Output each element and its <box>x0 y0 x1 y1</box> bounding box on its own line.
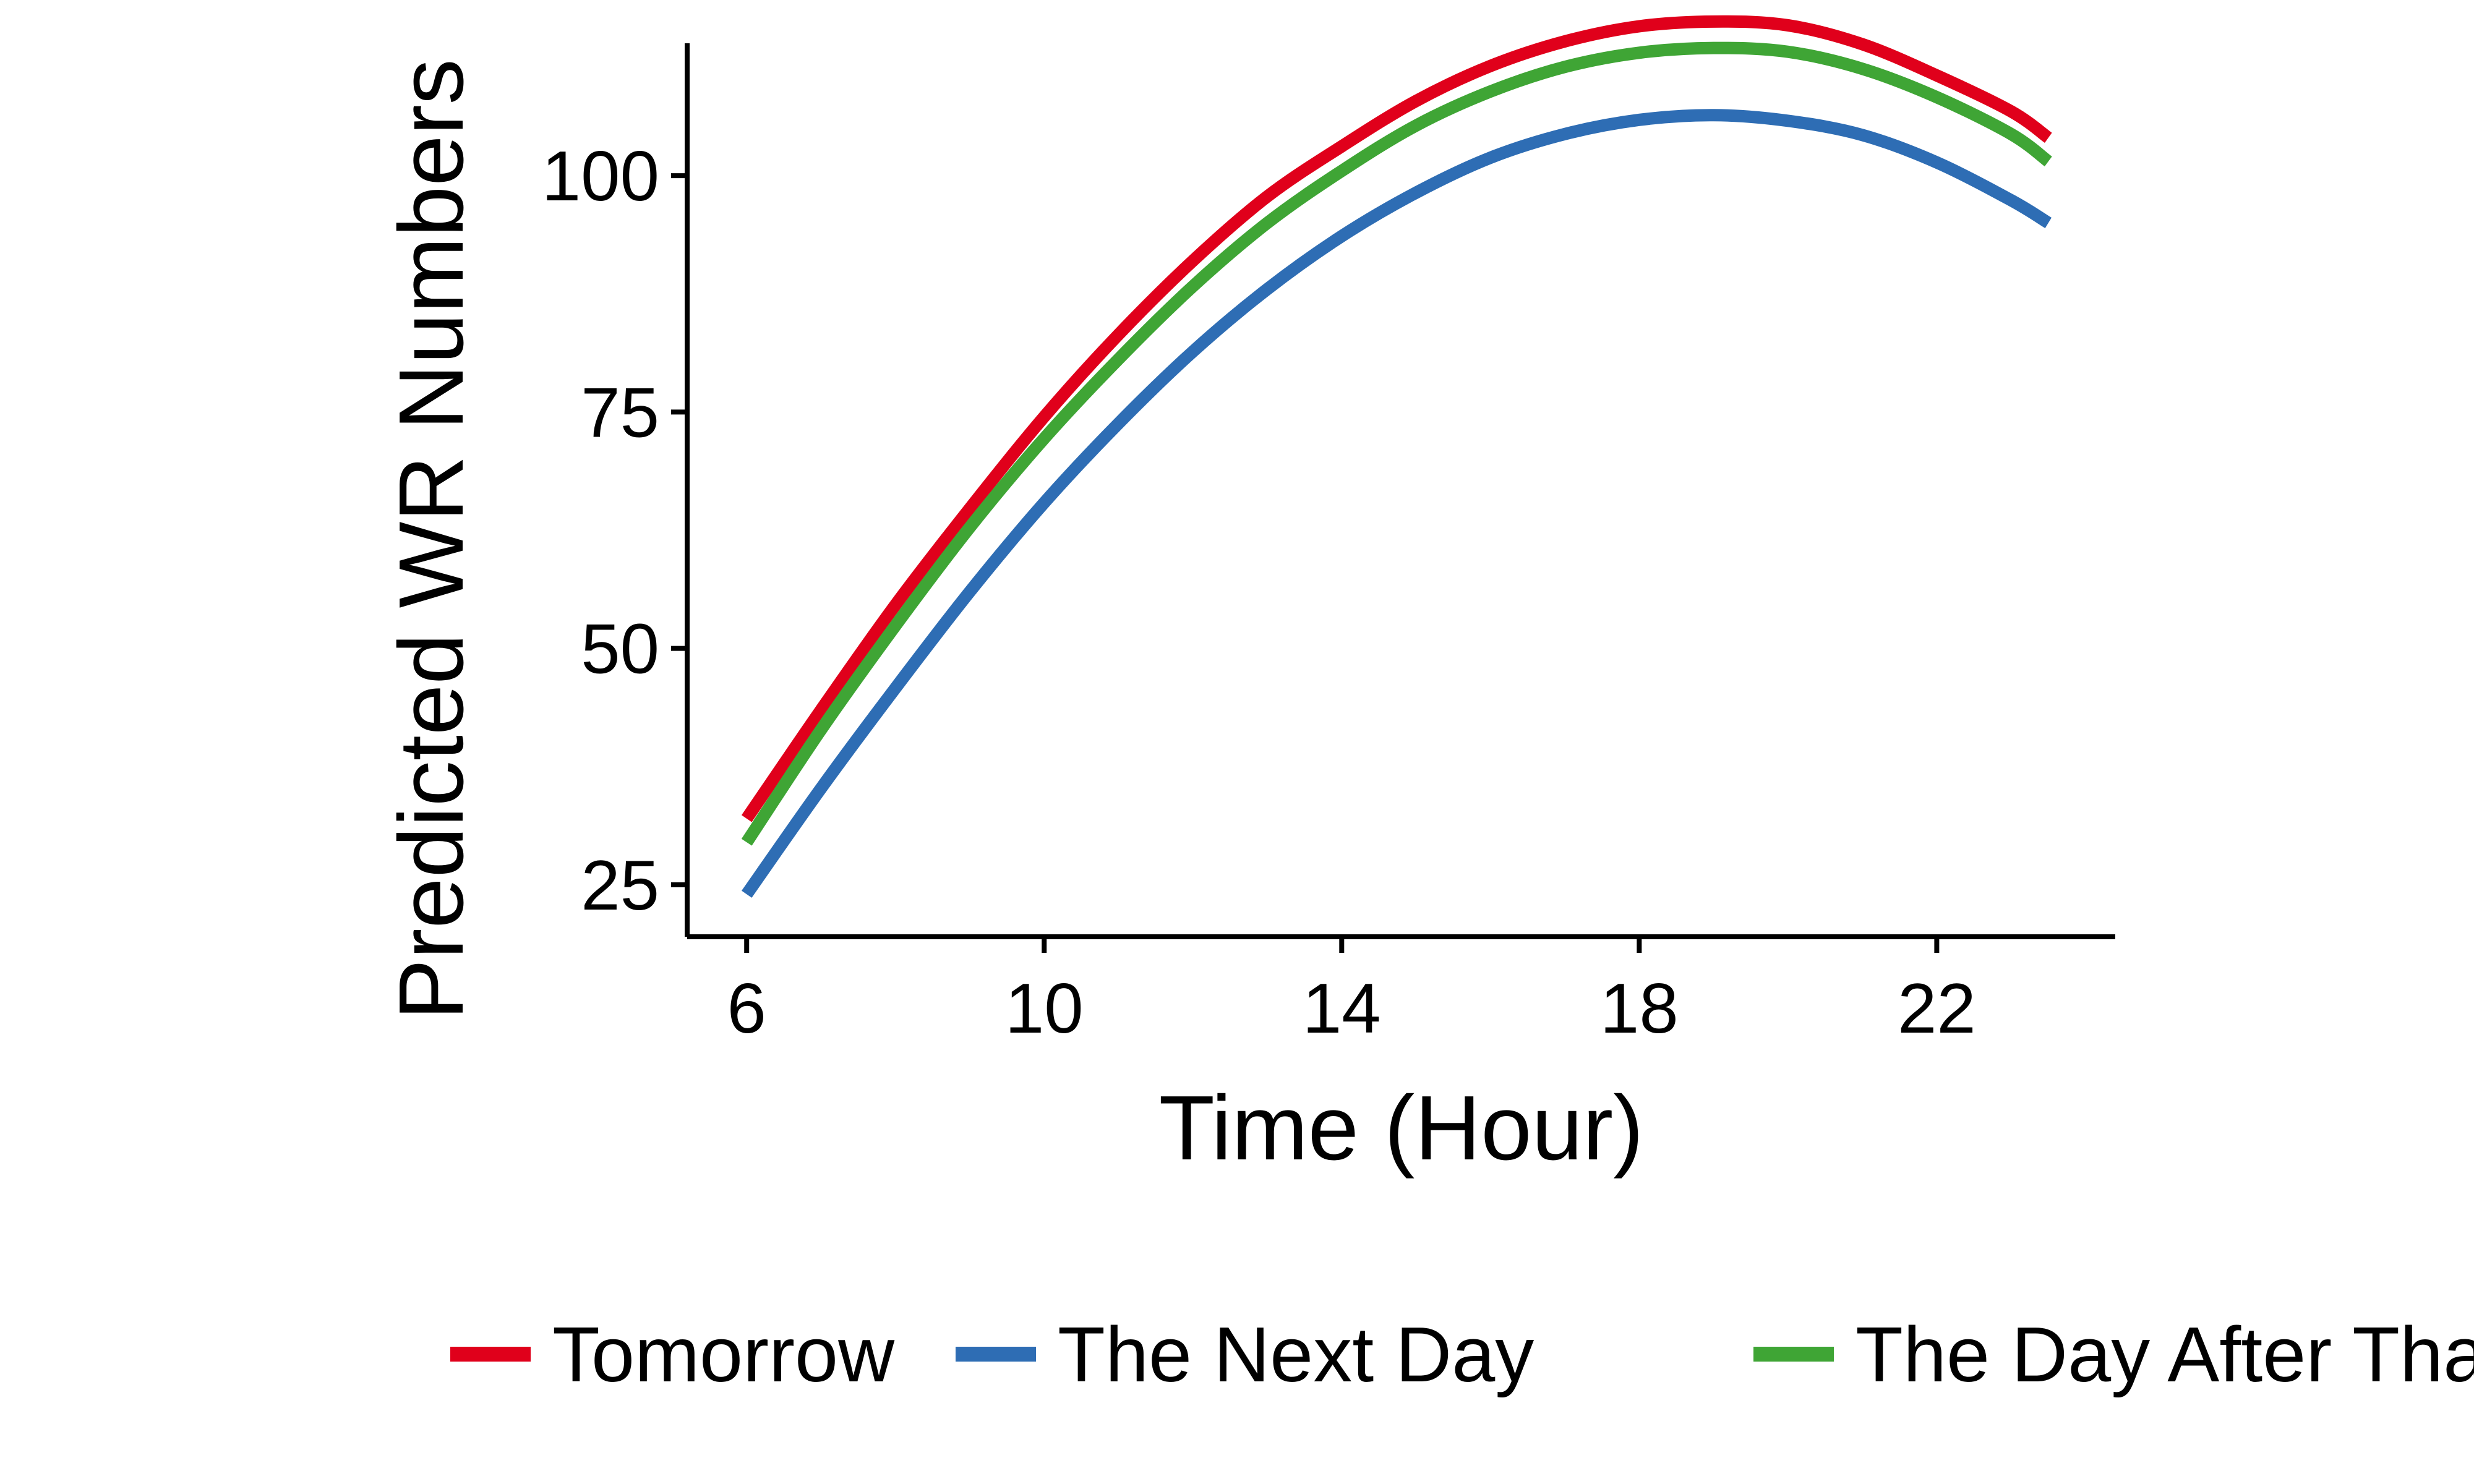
x-ticks: 6 10 14 18 22 <box>727 937 1976 1048</box>
y-ticks: 25 50 75 100 <box>542 137 687 925</box>
x-tick-label: 10 <box>1005 970 1084 1048</box>
legend-label-the-day-after-that: The Day After That <box>1856 1311 2474 1398</box>
y-tick-label: 25 <box>581 846 659 925</box>
legend: Tomorrow The Next Day The Day After That <box>450 1311 2474 1398</box>
y-tick-label: 75 <box>581 373 659 452</box>
series-line-the-next-day <box>742 109 2052 898</box>
x-tick-label: 22 <box>1898 970 1976 1048</box>
x-tick-label: 6 <box>727 970 766 1048</box>
legend-label-the-next-day: The Next Day <box>1058 1311 1534 1398</box>
x-tick-label: 18 <box>1600 970 1679 1048</box>
y-tick-label: 100 <box>542 137 659 216</box>
x-tick-label: 14 <box>1303 970 1381 1048</box>
y-tick-label: 50 <box>581 610 659 689</box>
axes: 6 10 14 18 22 25 50 75 100 <box>542 43 2115 1048</box>
y-axis-title: Predicted WR Numbers <box>380 59 482 1020</box>
series-line-the-day-after-that <box>741 41 2052 846</box>
x-axis-title: Time (Hour) <box>1159 1077 1644 1179</box>
series-line-tomorrow <box>741 15 2052 822</box>
legend-label-tomorrow: Tomorrow <box>552 1311 895 1398</box>
series-lines <box>741 15 2052 898</box>
